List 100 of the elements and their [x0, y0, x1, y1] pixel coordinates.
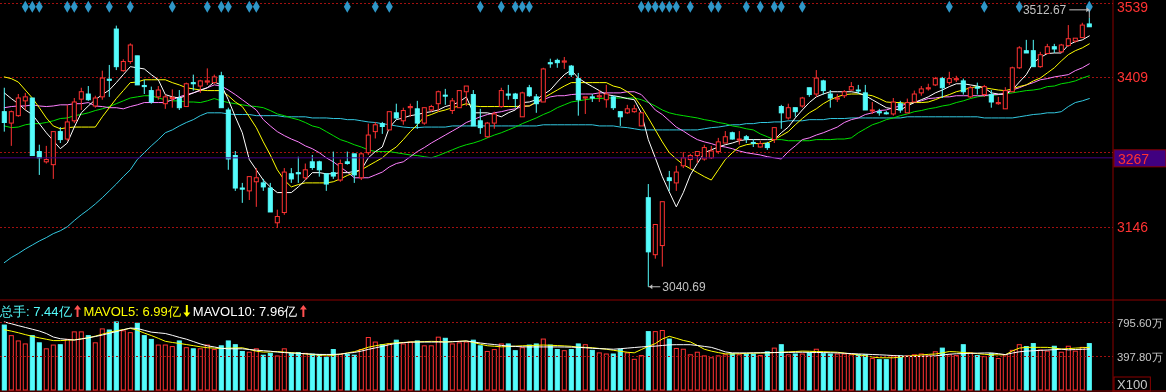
bar: [666, 338, 672, 391]
bar: [764, 351, 770, 391]
bar: [883, 359, 889, 391]
bar: [1044, 350, 1050, 391]
bar: [981, 356, 987, 391]
bar: [694, 351, 700, 391]
bar: [1009, 349, 1015, 391]
text: X100: [1117, 377, 1148, 392]
bar: [918, 353, 924, 391]
bar: [1051, 345, 1057, 391]
bar: [1016, 344, 1022, 391]
bar: [232, 344, 238, 391]
bar: [477, 345, 483, 391]
bar: [169, 346, 175, 391]
bar: [99, 328, 105, 391]
bar: [204, 344, 210, 391]
bar: [757, 355, 763, 391]
bar: [813, 348, 819, 391]
bar: [267, 352, 273, 391]
bar: [309, 353, 315, 391]
line-series: [3, 321, 1090, 358]
bar: [43, 348, 49, 391]
bar: [211, 349, 217, 391]
bar: [148, 338, 154, 391]
bar: [932, 351, 938, 391]
bar: [1086, 343, 1092, 391]
bar: [316, 353, 322, 391]
bar: [372, 341, 378, 391]
bar: [64, 338, 70, 391]
bar: [701, 355, 707, 391]
bar: [680, 348, 686, 391]
bar: [344, 353, 350, 391]
bar: [960, 344, 966, 391]
y-tick-label: 397.80万: [1117, 351, 1163, 363]
bar: [792, 353, 798, 391]
bar: [624, 352, 630, 391]
bar: [722, 354, 728, 391]
bar: [750, 353, 756, 391]
legend-label: MAVOL5: 6.99亿: [83, 304, 181, 319]
bar: [533, 343, 539, 391]
bar: [288, 352, 294, 391]
bar: [218, 345, 224, 391]
bar: [911, 354, 917, 391]
bar: [337, 353, 343, 391]
bar: [253, 348, 259, 391]
bar: [687, 354, 693, 391]
bar: [589, 349, 595, 391]
bar: [225, 340, 231, 391]
bar: [421, 345, 427, 391]
bar: [274, 355, 280, 391]
bar: [470, 339, 476, 391]
bar: [834, 353, 840, 391]
bar: [568, 349, 574, 391]
bar: [127, 332, 133, 391]
annotation: 3040.69: [662, 279, 706, 294]
bar: [1079, 346, 1085, 391]
bar: [407, 341, 413, 391]
bar: [820, 353, 826, 391]
bar: [841, 353, 847, 391]
bar: [29, 335, 35, 391]
bar: [1023, 346, 1029, 391]
bar: [162, 344, 168, 391]
bar: [246, 351, 252, 391]
bar: [869, 358, 875, 391]
bar: [778, 344, 784, 391]
bar: [1065, 345, 1071, 391]
bar: [92, 342, 98, 391]
bar: [85, 335, 91, 391]
y-tick-label: 3539: [1117, 0, 1149, 15]
bar: [449, 343, 455, 391]
bar: [743, 353, 749, 391]
bar: [1, 324, 7, 391]
bar: [617, 348, 623, 391]
series-label: MAVOL10: 7.96亿: [192, 304, 298, 319]
bar: [862, 354, 868, 391]
bar: [729, 353, 735, 391]
bar: [659, 330, 665, 391]
bar: [848, 354, 854, 391]
bar: [638, 355, 644, 391]
y-tick-label: 3146: [1117, 218, 1149, 235]
bar: [141, 335, 147, 391]
bar: [540, 338, 546, 391]
bar: [57, 344, 63, 391]
bar: [939, 347, 945, 391]
bar: [708, 357, 714, 391]
bar: [547, 344, 553, 391]
bar: [106, 329, 112, 391]
bar: [519, 347, 525, 391]
bar: [155, 344, 161, 391]
bar: [1030, 343, 1036, 391]
ref-line-label: 3267: [1118, 150, 1150, 167]
bar: [1037, 349, 1043, 391]
bar: [953, 355, 959, 391]
bar: [260, 354, 266, 391]
annotation: 3512.67: [1022, 2, 1067, 17]
bar: [603, 353, 609, 391]
bar: [890, 355, 896, 391]
bar: [1002, 354, 1008, 391]
bar: [36, 342, 42, 391]
bar: [386, 343, 392, 391]
